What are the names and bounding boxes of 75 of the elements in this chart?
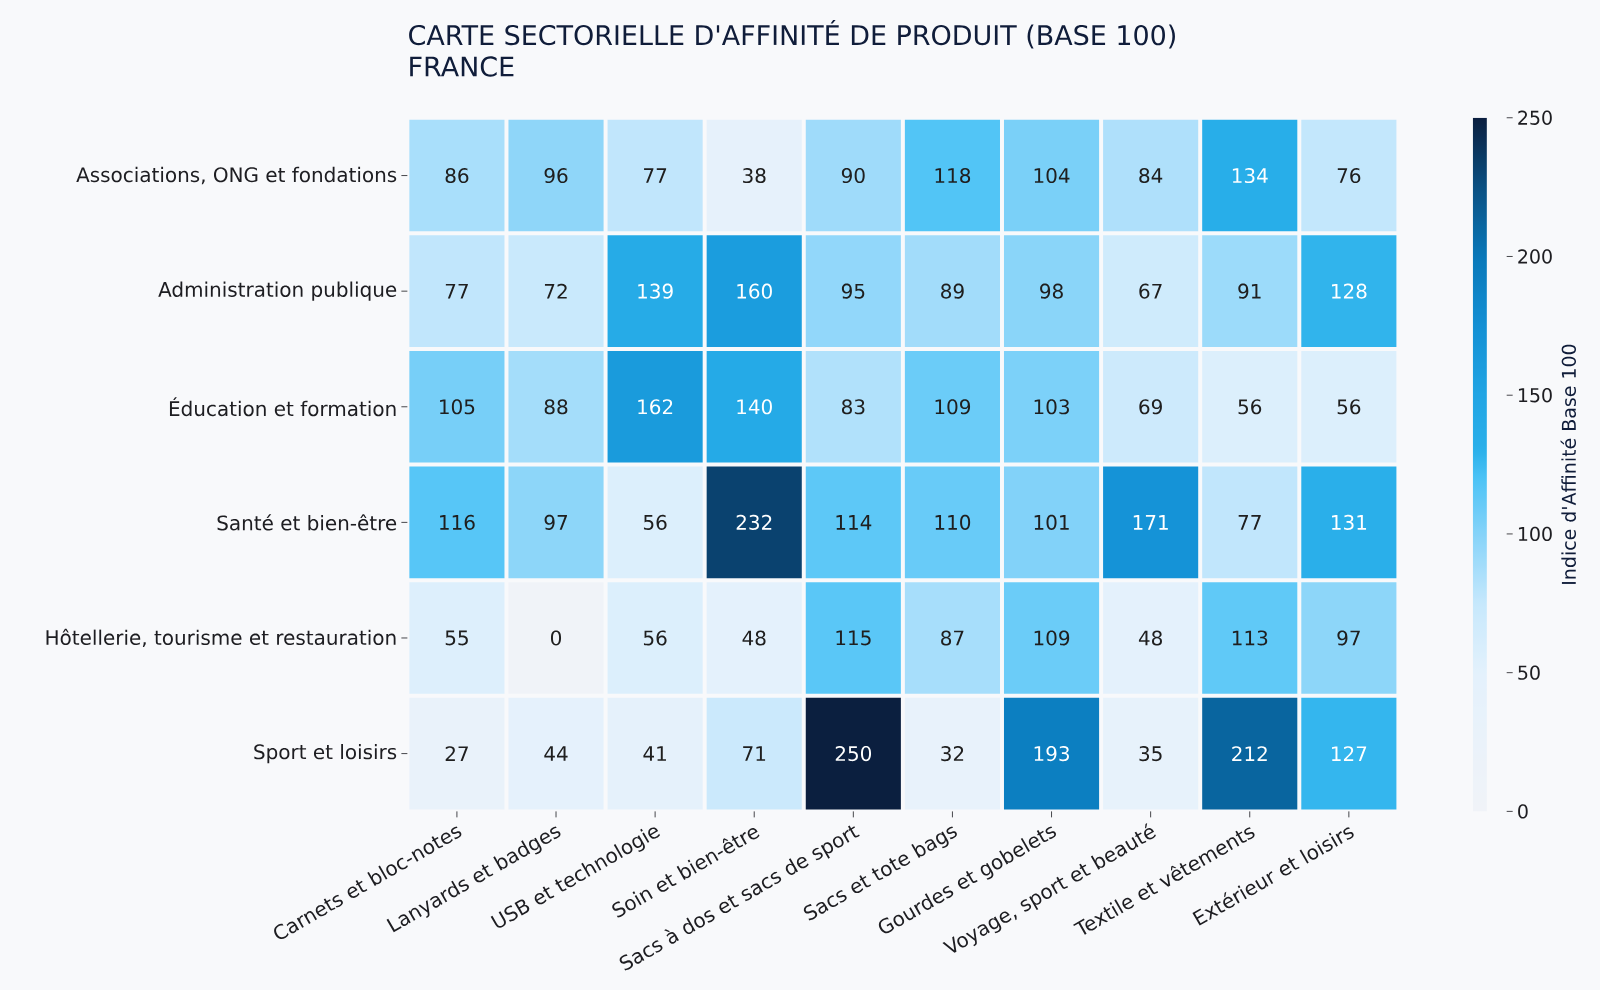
chart-subtitle: FRANCE xyxy=(410,56,514,77)
data-label: 77 xyxy=(644,168,667,183)
y-tick-label: Associations, ONG et fondations xyxy=(76,166,397,185)
data-label: 56 xyxy=(1337,399,1361,415)
data-label: 41 xyxy=(643,746,666,761)
data-label: 76 xyxy=(1337,168,1361,184)
color-bar-label: 0 xyxy=(1518,804,1528,819)
data-label: 69 xyxy=(1139,399,1162,415)
data-label: 116 xyxy=(440,514,475,530)
data-label: 114 xyxy=(836,515,872,530)
data-label: 128 xyxy=(1332,283,1367,299)
data-label: 32 xyxy=(941,746,964,762)
data-label: 118 xyxy=(935,168,971,184)
data-label: 139 xyxy=(638,283,673,299)
data-label: 67 xyxy=(1139,283,1162,299)
data-label: 162 xyxy=(638,399,673,415)
data-label: 105 xyxy=(440,399,475,415)
data-label: 90 xyxy=(841,168,865,184)
data-label: 27 xyxy=(445,746,468,761)
data-label: 84 xyxy=(1139,168,1163,184)
data-label: 38 xyxy=(743,168,766,184)
data-label: 56 xyxy=(643,630,667,646)
color-bar-label: 200 xyxy=(1518,249,1552,264)
data-label: 103 xyxy=(1034,399,1069,415)
data-label: 88 xyxy=(544,399,568,415)
data-label: 127 xyxy=(1332,746,1367,761)
data-label: 55 xyxy=(445,630,468,646)
data-label: 72 xyxy=(544,283,567,299)
data-label: 48 xyxy=(742,630,766,646)
data-label: 56 xyxy=(643,514,667,530)
data-label: 44 xyxy=(544,746,568,761)
data-label: 98 xyxy=(1040,283,1063,299)
data-label: 109 xyxy=(1034,630,1070,646)
color-bar-label: 250 xyxy=(1518,110,1552,125)
data-label: 91 xyxy=(1238,283,1261,299)
data-label: 87 xyxy=(941,630,964,646)
y-tick-label: Éducation et formation xyxy=(169,397,396,417)
data-label: 56 xyxy=(1238,399,1262,415)
data-label: 140 xyxy=(737,399,772,415)
data-label: 97 xyxy=(1337,630,1360,646)
color-bar-label: 150 xyxy=(1518,388,1552,403)
data-label: 86 xyxy=(445,168,469,184)
chart-title: CARTE SECTORIELLE D'AFFINITÉ DE PRODUIT (BASE 100) xyxy=(409,19,1175,49)
data-label: 97 xyxy=(544,514,568,530)
y-tick-label: Santé et bien-être xyxy=(217,514,397,531)
data-label: 212 xyxy=(1232,746,1267,761)
data-label: 160 xyxy=(737,283,772,299)
data-label: 77 xyxy=(1238,515,1261,530)
data-label: 193 xyxy=(1034,746,1069,762)
data-label: 101 xyxy=(1034,514,1069,530)
data-label: 71 xyxy=(743,746,766,761)
data-label: 110 xyxy=(935,514,971,530)
data-label: 134 xyxy=(1232,168,1268,184)
data-label: 83 xyxy=(841,399,865,415)
y-tick-label: Administration publique xyxy=(158,281,397,301)
data-label: 109 xyxy=(935,399,971,415)
y-tick-label: Sport et loisirs xyxy=(254,743,397,764)
data-label: 113 xyxy=(1232,630,1268,646)
data-label: 131 xyxy=(1332,514,1367,530)
data-label: 35 xyxy=(1139,746,1162,762)
data-label: 95 xyxy=(841,283,865,299)
color-bar-label: 50 xyxy=(1518,665,1540,680)
data-label: 171 xyxy=(1133,515,1168,530)
data-label: 0 xyxy=(550,630,562,646)
data-label: 96 xyxy=(544,168,568,184)
data-label: 89 xyxy=(941,283,964,299)
color-bar-label: 100 xyxy=(1518,526,1552,542)
data-label: 104 xyxy=(1034,168,1070,184)
y-tick-label: Hôtellerie, tourisme et restauration xyxy=(46,628,396,648)
data-label: 232 xyxy=(736,514,772,530)
data-label: 48 xyxy=(1138,630,1162,646)
data-label: 77 xyxy=(445,283,468,299)
color-bar-title: Indice d'Affinité Base 100 xyxy=(1560,344,1577,584)
data-label: 250 xyxy=(835,746,872,762)
data-label: 115 xyxy=(836,630,871,646)
